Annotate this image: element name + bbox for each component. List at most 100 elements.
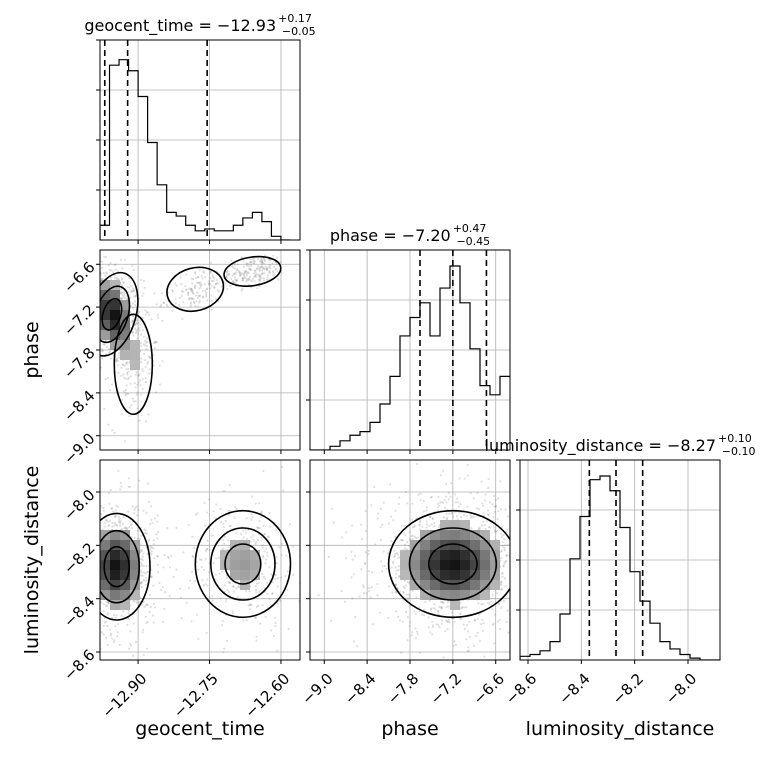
sample-point	[513, 562, 515, 564]
sample-point	[261, 544, 264, 547]
sample-point	[222, 490, 226, 493]
sample-point	[90, 279, 92, 281]
sample-point	[500, 581, 503, 584]
sample-point	[171, 289, 174, 292]
sample-point	[408, 531, 411, 534]
sample-point	[140, 344, 143, 347]
sample-point	[207, 280, 211, 283]
sample-point	[93, 579, 95, 581]
sample-point	[383, 564, 386, 568]
sample-point	[524, 622, 526, 624]
sample-point	[104, 378, 107, 381]
sample-point	[133, 324, 137, 327]
sample-point	[405, 541, 409, 544]
sample-point	[517, 574, 519, 576]
sample-point	[251, 277, 255, 280]
sample-point	[225, 600, 228, 603]
sample-point	[367, 552, 370, 556]
sample-point	[528, 543, 530, 545]
sample-point	[86, 291, 88, 293]
sample-point	[223, 542, 226, 545]
sample-point	[405, 610, 408, 614]
x-axis-label-geocent-time: geocent_time	[135, 718, 264, 740]
sample-point	[168, 594, 171, 598]
sample-point	[267, 535, 270, 539]
sample-point	[119, 282, 122, 285]
sample-point	[235, 531, 238, 534]
sample-point	[419, 499, 422, 502]
sample-point	[380, 560, 383, 563]
sample-point	[260, 510, 263, 513]
sample-point	[262, 257, 265, 260]
sample-point	[113, 516, 117, 519]
sample-point	[439, 474, 442, 477]
sample-point	[199, 285, 202, 288]
sample-point	[442, 469, 445, 472]
sample-point	[116, 364, 120, 367]
sample-point	[545, 576, 547, 578]
sample-point	[531, 501, 533, 503]
sample-point	[143, 528, 146, 531]
sample-point	[521, 556, 523, 558]
sample-point	[127, 485, 130, 488]
sample-point	[133, 382, 136, 385]
sample-point	[132, 269, 135, 272]
density-cell	[130, 350, 140, 360]
sample-point	[202, 271, 205, 274]
sample-point	[189, 302, 192, 306]
sample-point	[411, 537, 414, 541]
sample-point	[285, 554, 288, 557]
sample-point	[275, 562, 278, 565]
sample-point	[118, 356, 121, 359]
sample-point	[100, 601, 103, 604]
sample-point	[413, 524, 416, 527]
sample-point	[507, 631, 510, 634]
panel-distance-vs-geocent-time	[82, 460, 300, 660]
sample-point	[160, 303, 163, 307]
sample-point	[491, 608, 494, 611]
sample-point	[452, 515, 455, 518]
sample-point	[142, 335, 145, 338]
sample-point	[501, 545, 504, 548]
sample-point	[534, 601, 536, 603]
sample-point	[97, 282, 99, 284]
sample-point	[212, 562, 215, 565]
sample-point	[92, 591, 94, 593]
sample-point	[471, 515, 474, 519]
sample-point	[422, 499, 425, 502]
sample-point	[443, 498, 446, 502]
sample-point	[260, 258, 263, 261]
sample-point	[92, 328, 94, 330]
density-cell	[460, 520, 470, 530]
sample-point	[100, 513, 103, 516]
sample-point	[199, 294, 202, 297]
sample-point	[245, 537, 248, 541]
sample-point	[459, 617, 462, 620]
sample-point	[391, 562, 394, 565]
sample-point	[123, 294, 126, 297]
sample-point	[222, 651, 225, 654]
sample-point	[136, 318, 139, 321]
sample-point	[93, 302, 95, 304]
density-cell	[420, 540, 430, 550]
sample-point	[402, 590, 405, 594]
sample-point	[431, 633, 434, 636]
sample-point	[187, 297, 190, 300]
sample-point	[82, 578, 84, 580]
sample-point	[397, 615, 400, 618]
sample-point	[86, 568, 88, 570]
sample-point	[268, 511, 271, 515]
sample-point	[178, 303, 181, 307]
sample-point	[193, 546, 196, 549]
sample-point	[494, 504, 497, 507]
sample-point	[260, 265, 263, 268]
sample-point	[422, 608, 426, 611]
sample-point	[107, 523, 111, 527]
sample-point	[463, 513, 466, 517]
sample-point	[97, 345, 99, 347]
sample-point	[493, 529, 496, 532]
sample-point	[121, 522, 125, 526]
sample-point	[437, 668, 439, 670]
x-tick-label: −9.0	[298, 670, 336, 708]
sample-point	[225, 275, 228, 278]
